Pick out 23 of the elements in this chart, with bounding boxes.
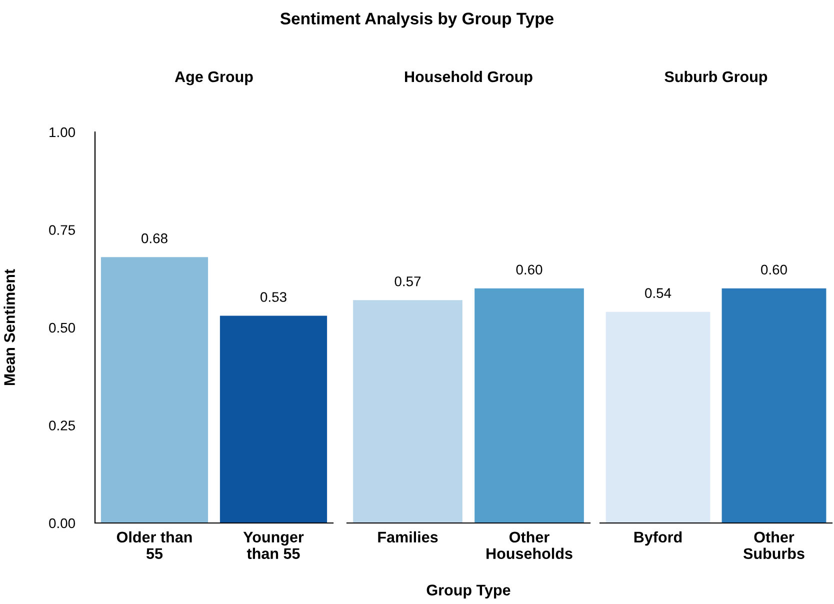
chart-title: Age Group	[174, 71, 253, 86]
x-tick-label: Byford	[634, 531, 682, 546]
x-tick-label: Other Households	[486, 531, 572, 560]
data-label: 0.68	[142, 233, 168, 244]
x-tick-label: Other Suburbs	[743, 531, 804, 560]
x-axis-title: Group Type	[426, 584, 510, 598]
y-tick-label: 0.25	[49, 420, 75, 430]
chart-title: Suburb Group	[664, 70, 768, 86]
y-tick-label: 1.00	[50, 127, 76, 138]
data-label: 0.54	[645, 288, 672, 298]
y-tick-label: 0.50	[49, 322, 76, 333]
text: Sentiment Analysis by Group Type	[280, 12, 554, 28]
data-label: 0.60	[761, 264, 787, 275]
x-tick-label: Families	[378, 531, 438, 543]
x-tick-label: Younger than 55	[243, 532, 304, 560]
y-tick-label: 0.00	[49, 518, 76, 528]
y-tick-label: 0.75	[49, 225, 75, 235]
data-label: 0.60	[516, 264, 542, 275]
chart-title: Household Group	[405, 70, 532, 86]
data-label: 0.53	[260, 292, 286, 302]
x-tick-label: Older than 55	[116, 531, 192, 560]
y-axis-title: Mean Sentiment	[4, 269, 15, 386]
data-label: 0.57	[394, 276, 421, 286]
